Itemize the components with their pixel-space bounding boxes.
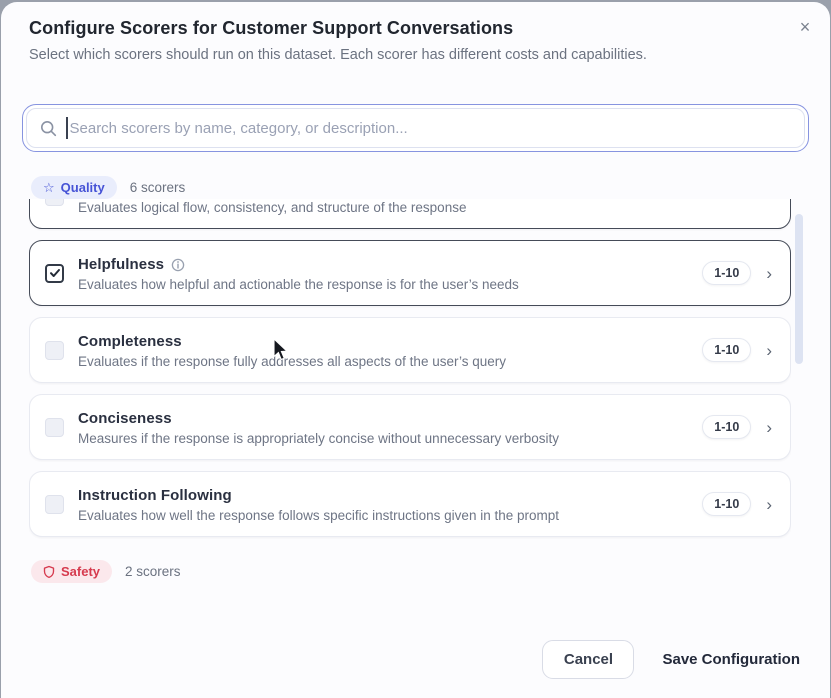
scorer-checkbox[interactable]: [45, 199, 64, 206]
scorer-name: Conciseness: [78, 410, 172, 427]
scorer-info: Instruction Following Evaluates how well…: [78, 485, 702, 523]
scorer-row[interactable]: Evaluates logical flow, consistency, and…: [29, 199, 791, 229]
scorer-name: Completeness: [78, 333, 182, 350]
safety-section-header: Safety 2 scorers: [31, 560, 181, 583]
scorer-list: Evaluates logical flow, consistency, and…: [29, 199, 791, 537]
scorer-list-viewport: Evaluates logical flow, consistency, and…: [29, 199, 791, 547]
star-icon: ☆: [43, 180, 55, 195]
save-configuration-button[interactable]: Save Configuration: [662, 651, 800, 668]
scorer-name: Helpfulness: [78, 256, 165, 273]
search-input[interactable]: [69, 119, 791, 137]
chevron-right-icon[interactable]: ›: [766, 340, 772, 360]
scorer-checkbox[interactable]: [45, 263, 64, 283]
quality-badge-label: Quality: [60, 180, 105, 195]
safety-badge[interactable]: Safety: [31, 560, 113, 583]
score-range-badge: 1-10: [702, 415, 752, 439]
scorer-description: Evaluates how well the response follows …: [78, 508, 559, 523]
scrollbar-thumb[interactable]: [795, 214, 803, 364]
scorer-name: Instruction Following: [78, 487, 232, 504]
scorer-row[interactable]: Helpfulness Evaluates how helpful and ac…: [29, 240, 791, 306]
score-range-badge: 1-10: [702, 338, 752, 362]
quality-section-header: ☆ Quality 6 scorers: [31, 176, 185, 199]
scorer-checkbox[interactable]: [45, 494, 64, 514]
score-range-badge: 1-10: [702, 492, 752, 516]
modal-footer: Cancel Save Configuration: [542, 640, 800, 679]
scorer-description: Evaluates logical flow, consistency, and…: [78, 200, 467, 215]
scorer-info: Conciseness Measures if the response is …: [78, 408, 702, 446]
scorer-info: Helpfulness Evaluates how helpful and ac…: [78, 254, 702, 292]
close-icon[interactable]: ×: [792, 14, 818, 40]
scorer-description: Measures if the response is appropriatel…: [78, 431, 559, 446]
modal-subtitle: Select which scorers should run on this …: [29, 47, 647, 63]
safety-scorer-count: 2 scorers: [125, 564, 181, 579]
search-icon: [40, 120, 57, 137]
scorer-info: Evaluates logical flow, consistency, and…: [78, 199, 772, 215]
search-box: [22, 104, 809, 152]
chevron-right-icon[interactable]: ›: [766, 263, 772, 283]
scorer-description: Evaluates how helpful and actionable the…: [78, 277, 519, 292]
text-caret: [66, 117, 68, 139]
scorer-row[interactable]: Completeness Evaluates if the response f…: [29, 317, 791, 383]
modal-title: Configure Scorers for Customer Support C…: [29, 18, 514, 38]
shield-icon: [43, 565, 55, 579]
score-range-badge: 1-10: [702, 261, 752, 285]
chevron-right-icon[interactable]: ›: [766, 417, 772, 437]
quality-scorer-count: 6 scorers: [129, 180, 186, 195]
quality-badge[interactable]: ☆ Quality: [31, 176, 117, 199]
chevron-right-icon[interactable]: ›: [766, 494, 772, 514]
scorer-checkbox[interactable]: [45, 340, 64, 360]
modal-header: Configure Scorers for Customer Support C…: [29, 18, 782, 63]
scorer-row[interactable]: Conciseness Measures if the response is …: [29, 394, 791, 460]
scorer-row[interactable]: Instruction Following Evaluates how well…: [29, 471, 791, 537]
scorer-checkbox[interactable]: [45, 417, 64, 437]
info-icon[interactable]: [171, 258, 185, 272]
checkmark-icon: [49, 269, 60, 277]
search-box-inner: [26, 108, 805, 148]
safety-badge-label: Safety: [61, 564, 101, 579]
cancel-button[interactable]: Cancel: [542, 640, 635, 679]
scorer-info: Completeness Evaluates if the response f…: [78, 331, 702, 369]
scorer-description: Evaluates if the response fully addresse…: [78, 354, 506, 369]
